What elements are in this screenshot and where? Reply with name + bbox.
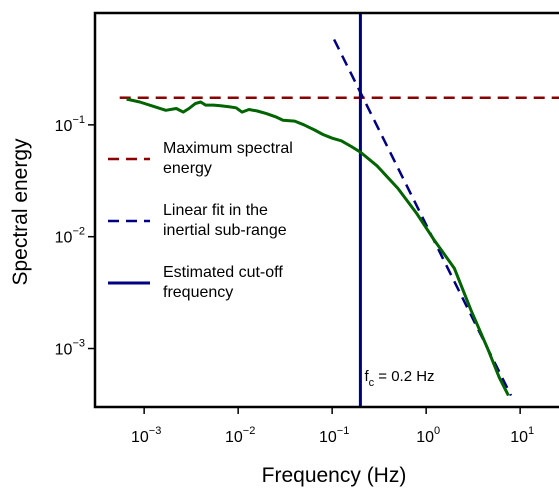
x-tick-label: 10−3 <box>131 425 161 446</box>
legend: Maximum spectral energy Linear fit in the… <box>108 140 293 301</box>
cutoff-annotation: fc = 0.2 Hz <box>364 368 434 389</box>
y-tick-label: 10−1 <box>55 114 85 135</box>
x-tick-label: 101 <box>510 425 534 446</box>
y-tick-label: 10−3 <box>55 338 85 359</box>
legend-label-2: frequency <box>163 284 233 301</box>
legend-label-2: Estimated cut-off <box>163 264 283 281</box>
series-line-3 <box>126 97 510 397</box>
x-axis-title: Frequency (Hz) <box>262 464 407 487</box>
legend-label-1: inertial sub-range <box>163 222 287 239</box>
legend-label-0: Maximum spectral <box>163 140 293 157</box>
plot-area <box>119 13 559 407</box>
y-tick-label: 10−2 <box>55 226 85 247</box>
x-axis: 10−3 10−2 10−1 100 101 <box>131 407 534 446</box>
legend-label-1: Linear fit in the <box>163 202 268 219</box>
x-tick-label: 10−1 <box>319 425 349 446</box>
legend-label-0: energy <box>163 160 212 177</box>
annotation-layer: fc = 0.2 Hz <box>364 368 434 389</box>
y-axis: 10−3 10−2 10−1 <box>55 114 95 359</box>
x-tick-label: 100 <box>416 425 440 446</box>
y-axis-title: Spectral energy <box>9 138 32 286</box>
x-tick-label: 10−2 <box>225 425 255 446</box>
